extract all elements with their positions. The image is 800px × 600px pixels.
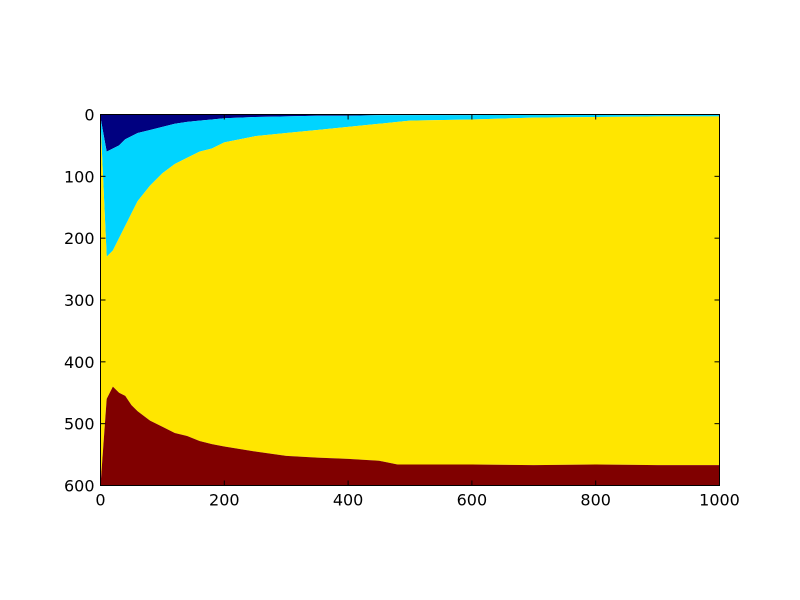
plot-area xyxy=(100,114,720,486)
y-tick-label: 200 xyxy=(64,229,95,248)
y-tick-label: 500 xyxy=(64,415,95,434)
area-band-3 xyxy=(100,116,720,486)
y-tick-label: 600 xyxy=(64,477,95,496)
x-tick-label: 400 xyxy=(333,491,364,510)
x-tick-label: 800 xyxy=(580,491,611,510)
y-tick-label: 100 xyxy=(64,167,95,186)
area-band-2 xyxy=(100,114,720,257)
x-tick-label: 200 xyxy=(209,491,240,510)
x-tick-label: 1000 xyxy=(699,491,740,510)
x-tick-label: 600 xyxy=(457,491,488,510)
axes-frame xyxy=(100,114,720,486)
area-band-4 xyxy=(100,386,720,486)
x-tick-label: 0 xyxy=(95,491,105,510)
y-tick-label: 300 xyxy=(64,291,95,310)
x-axis-tick-labels: 0 200 400 600 800 1000 xyxy=(95,491,739,510)
area-band-1 xyxy=(100,114,720,152)
y-axis-tick-labels: 0 100 200 300 400 500 600 xyxy=(64,106,95,496)
y-tick-label: 0 xyxy=(84,106,94,125)
y-tick-label: 400 xyxy=(64,353,95,372)
